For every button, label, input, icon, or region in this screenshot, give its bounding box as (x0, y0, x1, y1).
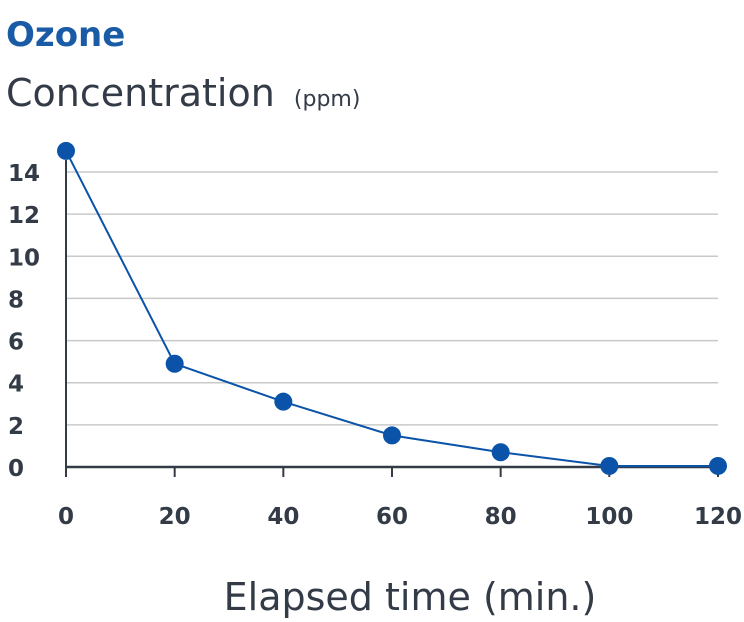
y-tick-label-8: 8 (8, 287, 24, 313)
y-tick-label-4: 4 (8, 372, 24, 398)
x-tick-label-80: 80 (485, 504, 517, 530)
x-tick-label-60: 60 (376, 504, 408, 530)
chart-title: Ozone (6, 15, 125, 55)
x-tick-label-100: 100 (585, 504, 633, 530)
data-point-40 (274, 392, 293, 411)
y-tick-label-12: 12 (8, 203, 40, 229)
y-tick-label-2: 2 (8, 414, 24, 440)
data-point-80 (491, 443, 510, 462)
x-tick-label-120: 120 (694, 504, 742, 530)
x-axis-label: Elapsed time (min.) (224, 575, 597, 619)
y-tick-labels: 0 2 4 6 8 10 12 14 (8, 161, 40, 482)
data-point-20 (165, 354, 184, 373)
series-line (65, 150, 718, 467)
y-tick-label-6: 6 (8, 330, 24, 356)
data-point-100 (600, 456, 619, 475)
y-axis-label-text: Concentration (6, 71, 275, 115)
y-tick-label-0: 0 (8, 456, 24, 482)
y-axis-label: Concentration (ppm) (6, 71, 360, 115)
grid-lines (66, 171, 718, 426)
x-tick-label-0: 0 (58, 504, 74, 530)
data-point-0 (57, 141, 75, 160)
y-axis-unit: (ppm) (294, 87, 361, 112)
x-tick-labels: 0 20 40 60 80 100 120 (58, 504, 742, 530)
data-point-120 (709, 456, 727, 475)
y-tick-label-14: 14 (8, 161, 40, 187)
data-point-60 (383, 426, 401, 445)
series-ozone (57, 141, 727, 475)
x-tick-label-20: 20 (159, 504, 191, 530)
x-tick-label-40: 40 (267, 504, 299, 530)
y-tick-label-10: 10 (8, 245, 40, 271)
